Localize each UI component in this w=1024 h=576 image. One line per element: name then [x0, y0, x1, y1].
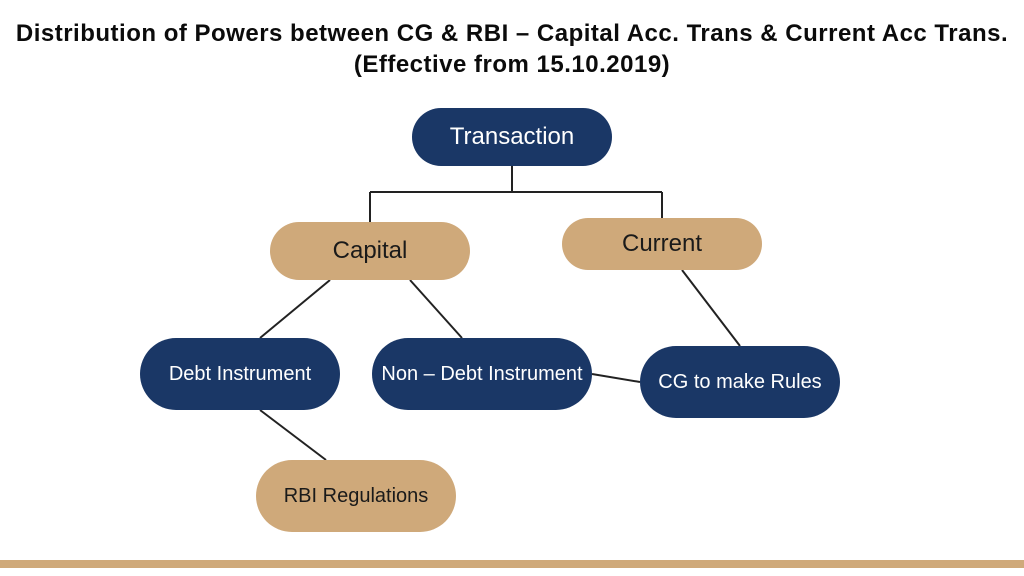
node-rbireg: RBI Regulations	[256, 460, 456, 532]
node-debt: Debt Instrument	[140, 338, 340, 410]
node-capital: Capital	[270, 222, 470, 280]
node-current: Current	[562, 218, 762, 270]
node-transaction: Transaction	[412, 108, 612, 166]
bottom-stripe	[0, 560, 1024, 568]
node-cgrules: CG to make Rules	[640, 346, 840, 418]
node-nondebt: Non – Debt Instrument	[372, 338, 592, 410]
edges-layer	[0, 0, 1024, 576]
